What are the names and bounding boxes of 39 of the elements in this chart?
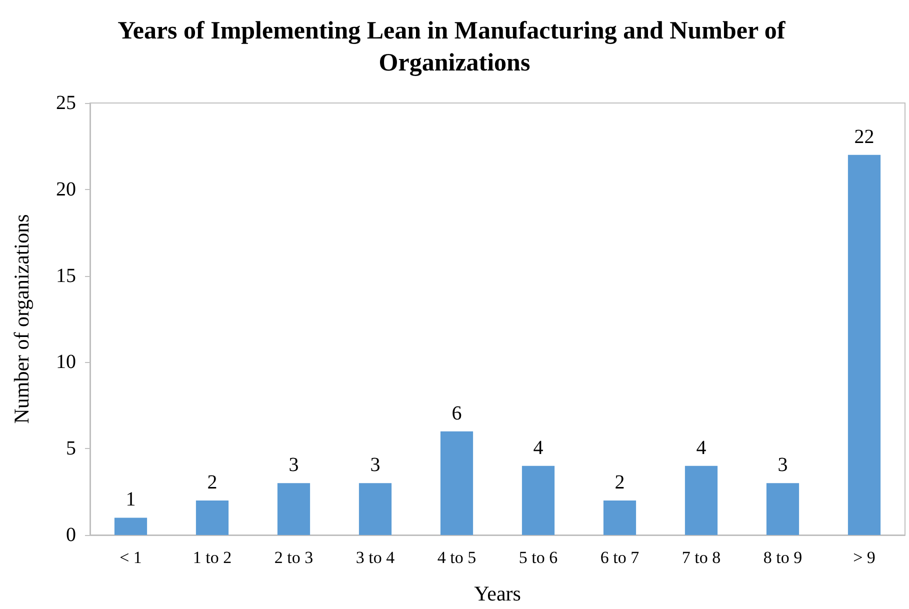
bar [522,466,555,535]
bar [603,500,636,535]
x-tick-label: 5 to 6 [518,548,558,567]
data-label: 4 [696,436,706,459]
data-label: 2 [614,471,625,494]
data-label: 6 [452,402,462,424]
data-label: 3 [778,454,788,476]
x-tick-label: 7 to 8 [682,548,721,567]
x-tick-label: 4 to 5 [437,548,476,567]
data-label: 3 [288,454,299,476]
y-tick-label: 0 [66,524,76,546]
bar [277,483,310,535]
y-tick-label: 25 [56,92,76,114]
x-tick-label: 6 to 7 [600,548,640,567]
bar [684,466,718,535]
bar [440,431,474,535]
bar [358,483,392,535]
y-tick-label: 5 [66,438,76,460]
x-tick-label: < 1 [120,548,142,567]
data-label: 3 [370,454,380,476]
bar [196,500,229,535]
data-label: 2 [207,471,218,494]
x-tick-label: > 9 [853,548,876,567]
y-axis-title: Number of organizations [10,214,34,424]
x-tick-label: 8 to 9 [763,548,802,567]
y-tick-label: 15 [56,264,76,287]
x-axis-title: Years [474,582,521,606]
y-tick-label: 20 [56,178,76,200]
x-tick-label: 2 to 3 [274,548,314,567]
chart-title: Years of Implementing Lean in Manufacturing and Number of Organizations [118,18,792,76]
y-tick-label: 10 [56,351,76,374]
data-label: 4 [533,436,544,459]
x-tick-label: 1 to 2 [192,548,232,567]
bar [848,154,881,535]
data-label: 22 [854,126,874,148]
data-label: 1 [126,488,136,511]
x-tick-label: 3 to 4 [356,548,396,567]
bar [114,518,148,535]
bar [766,483,800,535]
